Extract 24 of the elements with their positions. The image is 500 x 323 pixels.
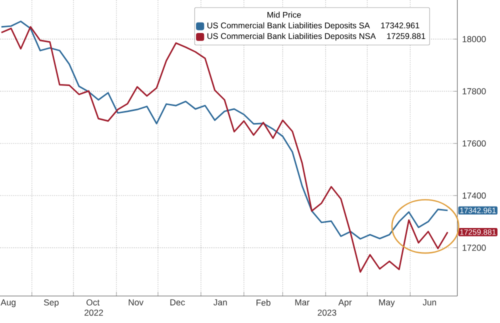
x-tick-label: Apr (338, 299, 352, 308)
text: 17259.881 (387, 33, 426, 40)
x-tick-label: Sep (44, 299, 59, 308)
y-tick-label: 18000 (462, 36, 486, 42)
x-tick-label: Feb (256, 299, 270, 306)
text: 17342.961 (381, 22, 420, 28)
x-tick-label: Mar (295, 299, 310, 306)
x-tick-label: Oct (86, 299, 100, 306)
text: 2022 (84, 310, 103, 316)
y-tick-label: 17200 (462, 244, 486, 251)
x-tick-label: Jan (213, 299, 227, 306)
y-tick-label: 17600 (462, 140, 486, 146)
text: 2023 (318, 310, 336, 316)
x-tick-label: Jun (422, 299, 436, 306)
legend-label: US Commercial Bank Liabilities Deposits NSA (207, 32, 376, 41)
x-tick-label: May (379, 299, 395, 308)
line-series (0, 20, 448, 240)
x-tick-label: Aug (0, 299, 16, 308)
legend-label: US Commercial Bank Liabilities Deposits SA (207, 22, 370, 30)
y-tick-label: 17400 (462, 192, 486, 199)
y-tick-label: 17800 (462, 88, 486, 94)
x-tick-label: Nov (128, 299, 144, 306)
x-tick-label: Dec (170, 299, 185, 306)
legend-title: Mid Price (267, 12, 301, 18)
